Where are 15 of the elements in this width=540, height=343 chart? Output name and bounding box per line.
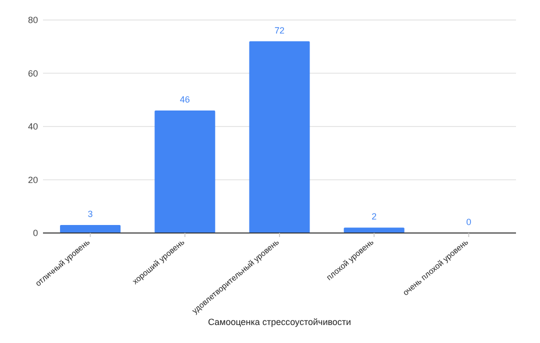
data-label: 2 <box>372 212 377 222</box>
data-label: 0 <box>466 217 472 227</box>
y-tick-label: 20 <box>28 174 38 185</box>
data-label: 72 <box>274 25 285 36</box>
bar <box>154 110 216 233</box>
y-tick-label: 40 <box>28 122 38 132</box>
bar <box>60 225 121 233</box>
y-tick-label: 80 <box>28 15 38 26</box>
bar <box>249 41 310 233</box>
data-label: 46 <box>180 94 190 105</box>
y-tick-label: 0 <box>32 228 38 238</box>
x-axis-title: Самооценка стрессоустойчивости <box>208 317 352 327</box>
bar <box>344 228 404 233</box>
y-tick-label: 60 <box>28 68 38 78</box>
data-label: 3 <box>88 209 93 220</box>
